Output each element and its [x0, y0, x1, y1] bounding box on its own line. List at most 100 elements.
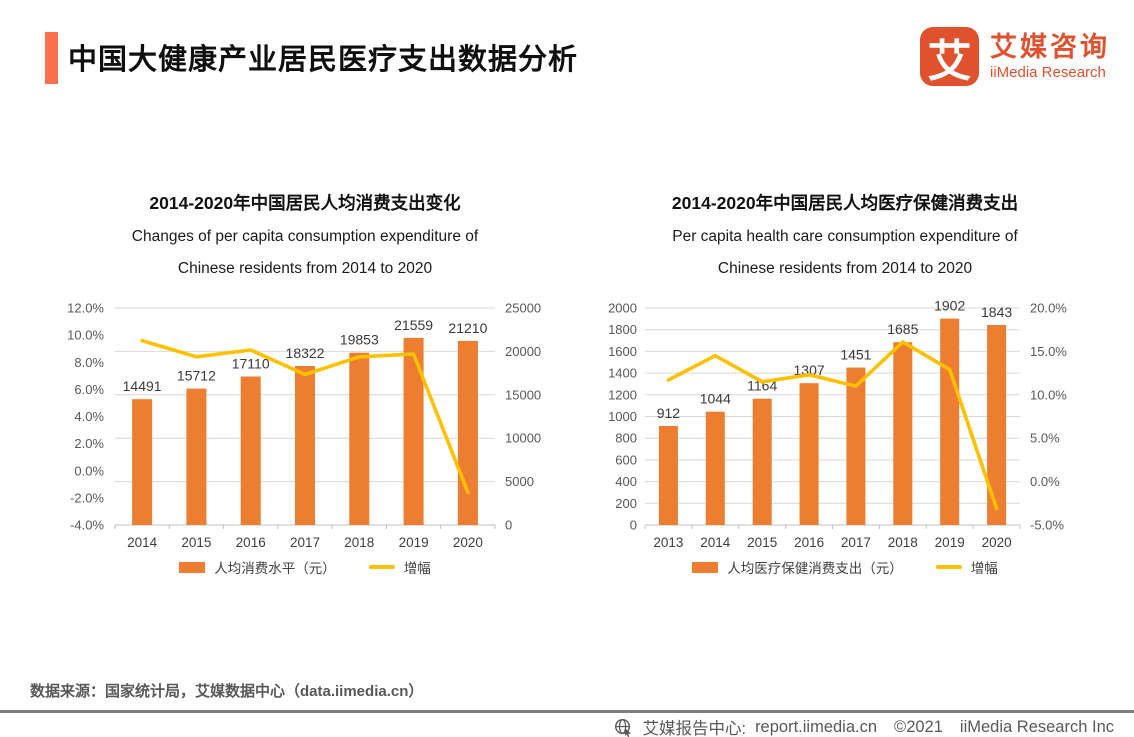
chart-subtitle-en-line2: Chinese residents from 2014 to 2020: [177, 260, 433, 277]
globe-cursor-icon: [615, 718, 632, 737]
bar-value-label: 17110: [232, 356, 270, 372]
growth-line: [140, 338, 470, 495]
growth-line: [666, 340, 999, 511]
svg-text:0.0%: 0.0%: [1030, 474, 1060, 489]
bar-value-label: 15712: [177, 368, 216, 384]
bar-value-label: 18322: [286, 345, 325, 361]
bar: [240, 376, 261, 525]
page-title: 中国大健康产业居民医疗支出数据分析: [68, 44, 579, 76]
chart-consumption-expenditure: 2014-2020年中国居民人均消费支出变化 Changes of per ca…: [40, 190, 570, 577]
chart-legend: 人均医疗保健消费支出（元） 增幅: [580, 557, 1110, 577]
footer-divider: [0, 710, 1134, 713]
x-axis-label: 2015: [181, 535, 211, 550]
svg-text:0: 0: [630, 518, 637, 533]
x-axis-label: 2017: [290, 535, 320, 550]
x-axis-label: 2020: [982, 535, 1012, 550]
svg-text:1800: 1800: [608, 322, 637, 337]
svg-text:6.0%: 6.0%: [74, 382, 104, 397]
svg-text:20000: 20000: [505, 344, 541, 359]
bar-legend-swatch: [179, 561, 206, 573]
bar-legend-label: 人均消费水平（元）: [214, 561, 336, 576]
footer-site-label: 艾媒报告中心:: [642, 720, 747, 737]
data-source-note: 数据来源：国家统计局，艾媒数据中心（data.iimedia.cn）: [30, 683, 424, 700]
svg-text:-4.0%: -4.0%: [70, 518, 104, 533]
x-axis-label: 2019: [399, 535, 429, 550]
bar: [186, 388, 207, 525]
svg-text:10.0%: 10.0%: [67, 328, 104, 343]
x-axis-label: 2015: [747, 535, 777, 550]
bar: [752, 398, 772, 525]
x-axis-label: 2014: [127, 535, 158, 550]
healthcare-combo-chart-svg: 200018001600140012001000800600400200020.…: [608, 298, 1067, 550]
consumption-combo-chart-svg: 12.0% 10.0% 8.0% 6.0% 4.0% 2.0% 0.0% -2.0% -4.0%…: [67, 301, 541, 551]
bar-legend-swatch: [692, 561, 719, 573]
footer-site-url[interactable]: report.iimedia.cn: [755, 717, 878, 736]
iimedia-logo-icon: 艾: [920, 27, 979, 86]
bar-value-label: 21559: [394, 317, 433, 333]
svg-text:20.0%: 20.0%: [1030, 301, 1067, 316]
bar-value-label: 1044: [700, 391, 731, 407]
bar-value-label: 21210: [448, 320, 487, 336]
svg-text:400: 400: [615, 474, 637, 489]
bar-value-label: 912: [657, 405, 681, 421]
svg-text:200: 200: [615, 496, 637, 511]
svg-text:-2.0%: -2.0%: [70, 490, 104, 505]
svg-text:5000: 5000: [505, 474, 534, 489]
chart-title-cn: 2014-2020年中国居民人均医疗保健消费支出: [671, 193, 1019, 213]
bar-value-label: 1685: [887, 321, 918, 337]
x-axis-label: 2016: [794, 535, 824, 550]
svg-text:1400: 1400: [608, 366, 637, 381]
svg-text:15000: 15000: [505, 387, 541, 402]
bar-value-label: 1451: [840, 347, 871, 363]
svg-text:-5.0%: -5.0%: [1030, 518, 1064, 533]
line-legend-swatch: [935, 565, 962, 569]
x-axis-labels: 2013 2014 2015 2016 2017 2018 2019 2020: [653, 535, 1011, 550]
right-axis-tick-labels: 25000 20000 15000 10000 5000 0: [505, 301, 541, 533]
bar: [658, 426, 678, 525]
left-axis-tick-labels: 12.0% 10.0% 8.0% 6.0% 4.0% 2.0% 0.0% -2.0% -4.0%: [67, 301, 104, 533]
chart-healthcare-expenditure: 2014-2020年中国居民人均医疗保健消费支出 Per capita heal…: [580, 190, 1110, 577]
svg-text:600: 600: [615, 452, 637, 467]
bars: [132, 337, 478, 525]
x-axis-label: 2016: [236, 535, 266, 550]
x-axis-label: 2017: [841, 535, 871, 550]
bar: [799, 383, 819, 525]
bar: [403, 337, 424, 525]
bar-value-label: 14491: [123, 378, 162, 394]
bar-value-labels: 14491 15712 17110 18322 19853 21559 21210: [123, 317, 488, 394]
x-axis-ticks: [114, 525, 496, 529]
title-accent-bar: [45, 32, 58, 84]
footer-copyright: ©2021: [894, 717, 943, 736]
bar: [349, 352, 370, 525]
iimedia-logo: 艾 艾媒咨询 iiMedia Research: [920, 27, 1110, 86]
x-axis-label: 2014: [700, 535, 731, 550]
line-legend-label: 增幅: [403, 561, 431, 576]
svg-text:15.0%: 15.0%: [1030, 344, 1067, 359]
svg-text:10000: 10000: [505, 431, 541, 446]
footer-company: iiMedia Research Inc: [959, 717, 1114, 736]
svg-text:1000: 1000: [608, 409, 637, 424]
svg-text:0.0%: 0.0%: [74, 463, 104, 478]
logo-glyph: 艾: [927, 36, 972, 86]
x-axis-ticks: [644, 525, 1021, 529]
bar-value-label: 1843: [981, 304, 1012, 320]
svg-text:800: 800: [615, 431, 637, 446]
x-axis-label: 2018: [888, 535, 918, 550]
chart-legend: 人均消费水平（元） 增幅: [40, 557, 570, 577]
bar-value-label: 19853: [340, 332, 379, 348]
brand-name-en: iiMedia Research: [990, 63, 1106, 81]
svg-text:0: 0: [505, 518, 512, 533]
svg-text:5.0%: 5.0%: [1030, 431, 1060, 446]
svg-text:10.0%: 10.0%: [1030, 387, 1067, 402]
chart-subtitle-en-line2: Chinese residents from 2014 to 2020: [717, 260, 973, 277]
bar: [457, 340, 478, 525]
x-axis-label: 2018: [344, 535, 374, 550]
bar: [893, 342, 913, 525]
bar-value-label: 1902: [934, 298, 965, 314]
brand-name-cn: 艾媒咨询: [990, 32, 1110, 63]
bar: [846, 367, 866, 525]
logo-wordmark: 艾媒咨询 iiMedia Research: [990, 31, 1110, 81]
x-axis-labels: 2014 2015 2016 2017 2018 2019 2020: [127, 535, 483, 550]
